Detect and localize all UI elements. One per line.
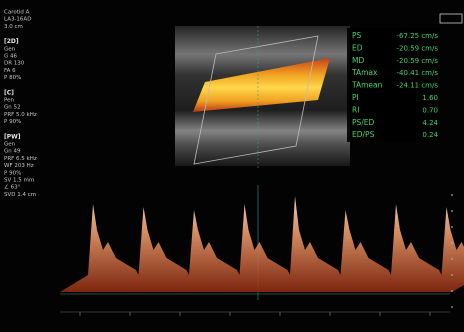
parameter-text: FA 6 [4,68,16,74]
parameter-text: PRF 5.0 kHz [4,112,37,118]
parameter-text: G 46 [4,54,18,60]
parameter-text: P 90% [4,119,21,125]
measurement-panel [347,28,440,142]
measurement-value: 0.24 [422,131,438,139]
scale-dot [451,210,453,212]
parameter-text: SVD 1.4 cm [4,192,36,198]
color-flow [193,58,330,112]
color-box [193,35,319,165]
scale-dot [451,194,453,196]
measurement-value: -40.41 cm/s [397,69,439,77]
parameter-text: DR 130 [4,61,25,67]
parameter-text: SV 1.5 mm [4,178,34,184]
parameter-text: LA3-16AD [4,17,31,23]
scale-dot [451,258,453,260]
scale-dot [451,242,453,244]
measurement-label: ED [352,43,363,52]
parameter-text: Pen [4,98,15,104]
parameter-text: Gn 52 [4,105,21,111]
parameter-text: PRF 6.5 kHz [4,156,37,162]
parameter-text: 3.0 cm [4,24,23,30]
parameter-text: WF 203 Hz [4,163,34,169]
measurement-label: RI [352,105,359,114]
parameter-text: [2D] [4,38,19,45]
measurement-label: PS [352,31,362,40]
measurement-value: -20.59 cm/s [397,44,439,52]
parameter-text: Gen [4,46,16,52]
parameter-text: [C] [4,89,14,96]
measurement-value: 0.70 [422,106,438,114]
parameter-text: [PW] [4,133,21,140]
parameter-text: Gen [4,142,16,148]
parameter-text: Carotid A [4,10,30,16]
measurement-value: -67.25 cm/s [397,32,439,40]
measurement-label: ED/PS [352,130,375,139]
measurement-value: -20.59 cm/s [397,57,439,65]
parameter-text: ∠ 63° [4,184,21,191]
parameter-text: Gn 49 [4,149,21,155]
icon [439,13,463,24]
scale-dot [451,226,453,228]
measurement-value: 1.60 [422,94,438,102]
measurement-label: MD [352,56,364,65]
scale-dot [451,306,453,308]
measurement-value: -24.11 cm/s [397,82,439,90]
doppler-spectrum [60,196,464,292]
measurement-value: 4.24 [422,119,438,127]
parameter-text: P 90% [4,170,21,176]
measurement-label: TAmean [351,81,383,90]
measurement-label: PI [352,93,359,102]
measurement-label: PS/ED [352,118,375,127]
scale-dot [451,290,453,292]
measurement-label: TAmax [351,68,378,77]
scale-dot [451,274,453,276]
parameter-text: P 80% [4,75,21,81]
